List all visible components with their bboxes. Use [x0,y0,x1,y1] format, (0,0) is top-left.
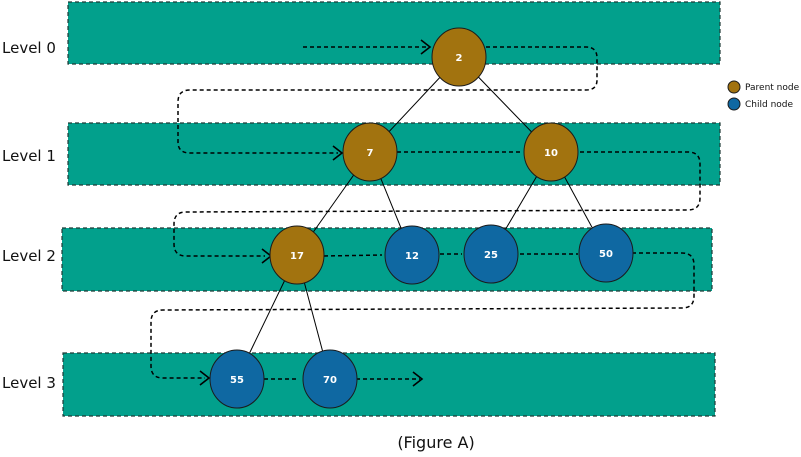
node-value-10: 10 [544,148,558,159]
node-circle-12 [384,225,440,285]
arrowhead-level-0 [420,39,432,55]
tree-node-10: 10 [523,122,579,182]
node-value-55: 55 [230,375,244,386]
traversal-path [150,39,701,387]
traversal-segment-1-to-2 [173,151,701,257]
node-value-2: 2 [456,53,463,64]
level-band-0 [67,1,721,65]
tree-node-2: 2 [431,27,487,87]
node-circle-25 [463,224,519,284]
node-circle-55 [209,349,265,409]
tree-node-55: 55 [209,349,265,409]
arrowhead-level-1 [332,145,344,161]
tree-node-17: 17 [269,225,325,285]
tree-node-50: 50 [578,223,634,283]
tree-node-25: 25 [463,224,519,284]
level-label-2: Level 2 [2,247,56,265]
legend-parent-swatch [727,80,741,94]
legend-child-swatch [727,97,741,111]
node-circle-50 [578,223,634,283]
level-band-3 [62,352,716,417]
node-value-17: 17 [290,251,304,262]
legend: Parent node Child node [727,80,800,111]
tree-node-70: 70 [302,349,358,409]
legend-child-label: Child node [745,100,793,110]
tree-nodes: 2 7 10 17 12 25 50 55 70 [209,27,634,409]
node-value-25: 25 [484,250,498,261]
level-label-3: Level 3 [2,374,56,392]
node-circle-17 [269,225,325,285]
tree-node-7: 7 [342,122,398,182]
node-value-50: 50 [599,249,613,260]
traversal-segment-2-to-3 [150,252,695,379]
node-circle-10 [523,122,579,182]
node-value-70: 70 [323,375,337,386]
traversal-segment-2 [323,253,578,257]
level-label-0: Level 0 [2,39,56,57]
level-label-1: Level 1 [2,147,56,165]
node-circle-70 [302,349,358,409]
traversal-segment-0-to-1 [177,46,598,154]
legend-parent-label: Parent node [745,83,800,93]
arrowhead-end [412,371,424,387]
node-circle-7 [342,122,398,182]
node-value-12: 12 [405,251,419,262]
figure-caption: (Figure A) [397,433,474,452]
node-value-7: 7 [367,148,374,159]
tree-edges [236,56,607,380]
node-circle-2 [431,27,487,87]
arrowhead-level-3-entry [199,370,211,386]
tree-node-12: 12 [384,225,440,285]
